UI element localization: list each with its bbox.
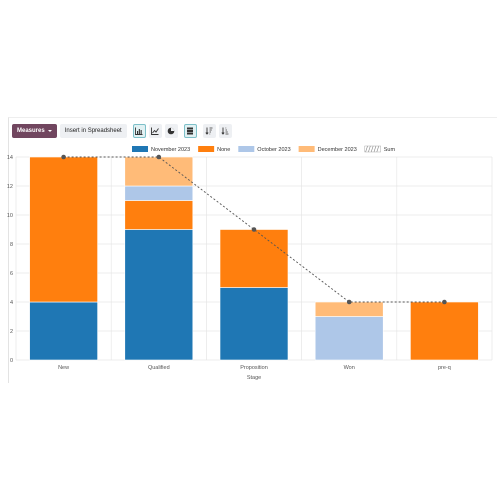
caret-down-icon: [47, 130, 52, 132]
sum-point: [442, 299, 447, 305]
y-tick-label: 2: [10, 329, 13, 335]
sort-ascending-button[interactable]: [218, 124, 232, 138]
y-tick-label: 0: [10, 358, 13, 364]
sort-descending-button[interactable]: [202, 124, 216, 138]
bar-segment: [219, 287, 289, 361]
x-tick-label: Won: [344, 365, 355, 371]
y-tick-label: 10: [7, 213, 13, 219]
measures-label: Measures: [17, 128, 45, 134]
legend-label: November 2023: [151, 147, 190, 153]
legend-swatch: [238, 146, 255, 152]
insert-label: Insert in Spreadsheet: [64, 128, 122, 134]
bar-segment: [124, 156, 194, 187]
bar-segment: [29, 156, 98, 303]
bar-segment: [314, 316, 384, 361]
y-tick-label: 14: [7, 155, 13, 161]
legend-swatch-sum: [364, 145, 381, 153]
measures-button[interactable]: Measures: [12, 124, 57, 138]
sort-ascending-icon: [221, 127, 229, 135]
bar-chart-button[interactable]: [132, 124, 146, 138]
sort-descending-icon: [205, 127, 213, 135]
bar-segment: [124, 200, 194, 230]
legend-swatch: [132, 146, 148, 152]
pie-chart-icon: [167, 127, 175, 135]
legend-label: October 2023: [257, 147, 290, 153]
legend-hatch: [368, 145, 371, 153]
x-tick-label: Qualified: [148, 365, 170, 371]
line-chart-icon: [151, 127, 160, 135]
legend-label: None: [217, 147, 230, 153]
bar-segment: [29, 301, 98, 361]
sum-point: [346, 299, 352, 305]
x-tick-label: pre-q: [438, 365, 451, 371]
x-tick-label: New: [58, 365, 69, 371]
toolbar: Measures Insert in Spreadsheet: [12, 123, 232, 139]
x-tick-label: Proposition: [240, 365, 268, 371]
bar-segment: [124, 229, 194, 361]
line-chart-button[interactable]: [148, 124, 162, 138]
sum-point: [61, 154, 66, 160]
insert-in-spreadsheet-button[interactable]: Insert in Spreadsheet: [59, 124, 127, 138]
y-tick-label: 4: [10, 300, 13, 306]
bar-segment: [410, 301, 479, 361]
y-tick-label: 8: [10, 242, 13, 248]
legend-swatch: [298, 146, 315, 152]
y-tick-label: 12: [7, 184, 13, 190]
legend-swatch: [198, 146, 215, 152]
bar-segment: [219, 229, 289, 288]
sum-point: [251, 227, 257, 232]
bar-segment: [124, 185, 194, 201]
bar-chart-icon: [135, 127, 143, 135]
sum-point: [156, 154, 162, 160]
legend-hatch: [370, 145, 374, 153]
x-axis-label: Stage: [247, 375, 261, 381]
stacked-icon: [187, 127, 194, 135]
y-tick-label: 6: [10, 271, 13, 277]
legend-label: December 2023: [318, 147, 357, 153]
pie-chart-button[interactable]: [164, 124, 178, 138]
legend-hatch: [376, 145, 380, 153]
legend-label: Sum: [384, 147, 396, 153]
stacked-toggle-button[interactable]: [183, 124, 197, 138]
legend-hatch: [373, 145, 377, 153]
legend-hatch: [365, 145, 368, 153]
